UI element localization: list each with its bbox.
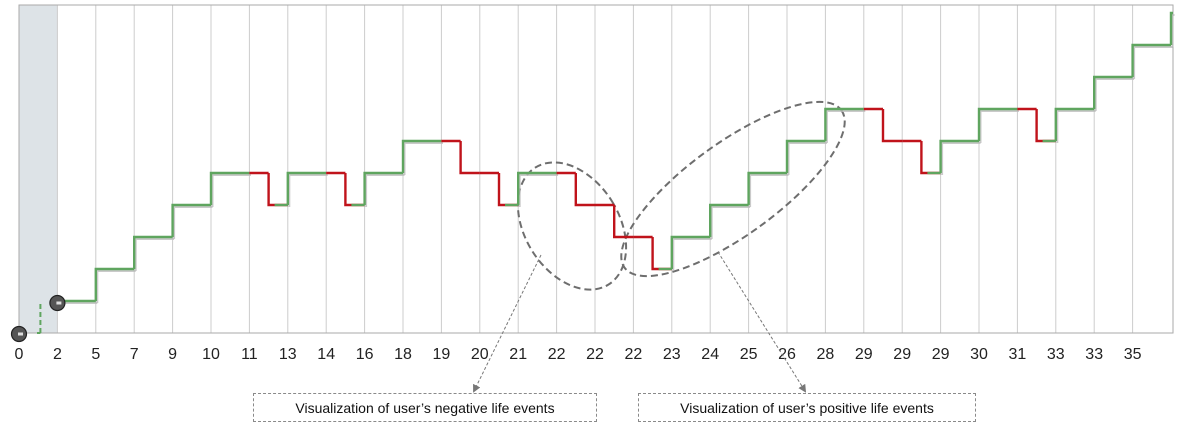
step-positive-shadow — [979, 110, 1019, 143]
highlight-ellipses — [516, 100, 846, 291]
x-tick-label: 7 — [130, 346, 139, 363]
step-positive — [939, 139, 979, 173]
step-positive-shadow — [1171, 14, 1175, 47]
plot-frame — [18, 4, 1174, 334]
step-positive-shadow — [941, 142, 981, 175]
x-tick-label: 29 — [855, 346, 873, 363]
x-tick-label: 23 — [663, 346, 681, 363]
step-positive — [785, 139, 826, 173]
step-positive-shadow — [173, 206, 213, 239]
step-positive-shadow — [749, 174, 789, 207]
start-marker-notch — [56, 301, 62, 305]
step-positive — [171, 203, 211, 237]
x-tick-label: 33 — [1047, 346, 1065, 363]
x-tick-label: 5 — [91, 346, 100, 363]
positive-callout-arrow — [717, 251, 807, 393]
step-series — [57, 11, 1175, 304]
step-negative — [574, 173, 595, 207]
vertical-gridlines — [56, 5, 1134, 333]
step-positive-shadow — [403, 142, 443, 175]
step-positive — [1093, 75, 1133, 109]
x-tick-label: 29 — [893, 346, 911, 363]
step-negative — [613, 205, 634, 239]
x-tick-label: 10 — [202, 346, 220, 363]
step-negative — [459, 141, 480, 175]
x-tick-label: 18 — [394, 346, 412, 363]
step-positive — [1169, 11, 1173, 45]
step-positive — [286, 171, 327, 205]
step-positive-shadow — [134, 238, 175, 271]
x-tick-label: 29 — [932, 346, 950, 363]
start-markers — [10, 294, 66, 343]
x-tick-label: 28 — [817, 346, 835, 363]
step-positive-shadow — [672, 238, 712, 271]
x-tick-label: 13 — [279, 346, 297, 363]
x-tick-label: 16 — [356, 346, 374, 363]
step-negative — [651, 237, 672, 271]
callout-arrows — [473, 251, 807, 393]
x-tick-label: 19 — [433, 346, 451, 363]
step-positive-shadow — [1056, 110, 1096, 143]
negative-events-ellipse — [516, 161, 628, 291]
step-negative — [881, 109, 903, 143]
step-positive-shadow — [787, 142, 827, 175]
shaded-region — [19, 5, 58, 333]
step-positive — [747, 171, 787, 205]
x-tick-label: 14 — [317, 346, 335, 363]
x-tick-label: 20 — [471, 346, 489, 363]
step-positive-shadow — [1133, 46, 1173, 79]
x-tick-label: 35 — [1124, 346, 1142, 363]
x-tick-label: 0 — [15, 346, 24, 363]
step-positive-shadow — [710, 206, 751, 239]
x-tick-label: 25 — [740, 346, 758, 363]
step-positive-shadow — [211, 174, 251, 207]
step-positive — [709, 203, 749, 237]
x-tick-label: 9 — [168, 346, 177, 363]
start-connector — [37, 301, 42, 334]
step-positive — [670, 235, 711, 269]
step-positive — [363, 171, 403, 205]
x-tick-label: 30 — [970, 346, 988, 363]
x-tick-label: 22 — [586, 346, 604, 363]
step-positive-shadow — [1094, 78, 1135, 111]
step-negative — [1035, 109, 1056, 143]
step-positive — [1131, 43, 1171, 77]
negative-events-callout: Visualization of user’s negative life ev… — [253, 393, 597, 422]
step-positive — [94, 267, 135, 301]
step-positive — [977, 107, 1018, 141]
x-tick-label: 22 — [548, 346, 566, 363]
step-negative — [267, 173, 288, 207]
step-positive-shadow — [96, 270, 136, 303]
step-positive-shadow — [365, 174, 405, 207]
x-tick-label: 24 — [701, 346, 719, 363]
x-tick-labels: 0 2 5 7 9 10 11 13 14 16 18 19 20 21 22 22 22 23 24 25 26 28 2… — [15, 346, 1142, 363]
step-positive-shadow — [518, 174, 559, 207]
step-positive-shadow — [288, 174, 328, 207]
x-tick-label: 2 — [53, 346, 62, 363]
step-negative — [497, 173, 519, 207]
step-positive — [209, 171, 250, 205]
x-tick-label: 26 — [778, 346, 796, 363]
step-negative — [920, 141, 941, 175]
start-marker-notch — [18, 332, 23, 336]
negative-callout-arrow — [473, 254, 542, 393]
x-tick-label: 11 — [241, 346, 258, 363]
step-positive — [133, 235, 173, 269]
x-tick-label: 22 — [625, 346, 643, 363]
step-positive — [517, 171, 557, 205]
x-tick-label: 33 — [1085, 346, 1103, 363]
x-tick-label: 31 — [1009, 346, 1027, 363]
x-tick-label: 21 — [509, 346, 527, 363]
step-negative — [344, 173, 365, 207]
step-positive — [1054, 107, 1095, 141]
step-positive — [824, 107, 864, 141]
step-positive — [401, 139, 442, 173]
step-positive-shadow — [825, 110, 866, 143]
positive-events-callout: Visualization of user’s positive life ev… — [638, 393, 976, 422]
